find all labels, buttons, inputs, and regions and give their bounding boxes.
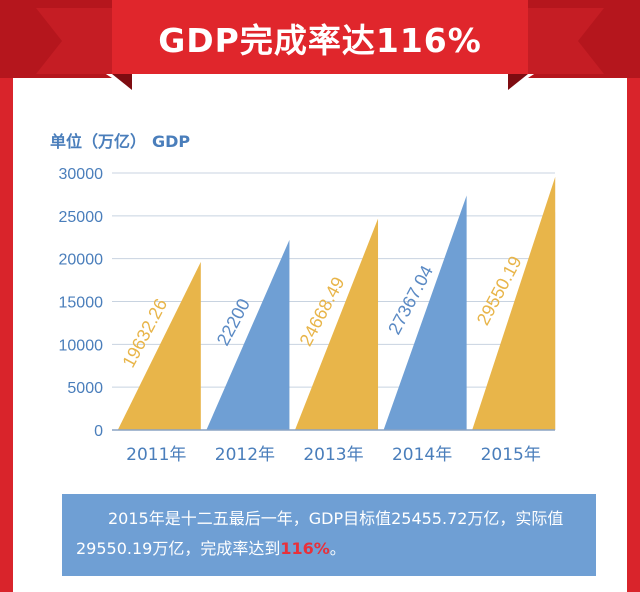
x-tick-label: 2015年: [481, 445, 541, 465]
y-tick-label: 20000: [59, 252, 104, 269]
y-tick-label: 5000: [67, 380, 103, 397]
bar-2014年: [383, 195, 467, 430]
x-tick-label: 2012年: [215, 445, 275, 465]
y-tick-label: 30000: [59, 166, 104, 183]
bar-2015年: [472, 176, 556, 430]
y-tick-label: 10000: [59, 337, 104, 354]
x-tick-label: 2013年: [303, 445, 363, 465]
unit-metric: GDP: [152, 132, 191, 151]
summary-box: 2015年是十二五最后一年，GDP目标值25455.72万亿，实际值29550.…: [62, 494, 596, 576]
banner-title: GDP完成率达116%: [158, 21, 482, 60]
title-banner: [0, 0, 640, 90]
y-tick-label: 0: [94, 423, 103, 440]
y-tick-label: 15000: [59, 295, 104, 312]
y-tick-label: 25000: [59, 209, 104, 226]
summary-main-text: 2015年是十二五最后一年，GDP目标值25455.72万亿，实际值29550.…: [76, 509, 564, 558]
x-tick-label: 2014年: [392, 445, 452, 465]
summary-end: 。: [329, 539, 346, 558]
x-tick-label: 2011年: [126, 445, 186, 465]
completion-rate-highlight: 116%: [280, 539, 330, 558]
left-red-border: [0, 0, 13, 592]
unit-label-row: 单位（万亿） GDP: [50, 128, 196, 152]
gdp-bar-chart: 05000100001500020000250003000019632.2620…: [59, 166, 556, 465]
unit-label: 单位（万亿）: [50, 132, 147, 151]
bar-2012年: [206, 239, 290, 430]
right-red-border: [627, 0, 640, 592]
bar-2011年: [117, 261, 201, 430]
summary-text: 2015年是十二五最后一年，GDP目标值25455.72万亿，实际值29550.…: [76, 504, 582, 564]
